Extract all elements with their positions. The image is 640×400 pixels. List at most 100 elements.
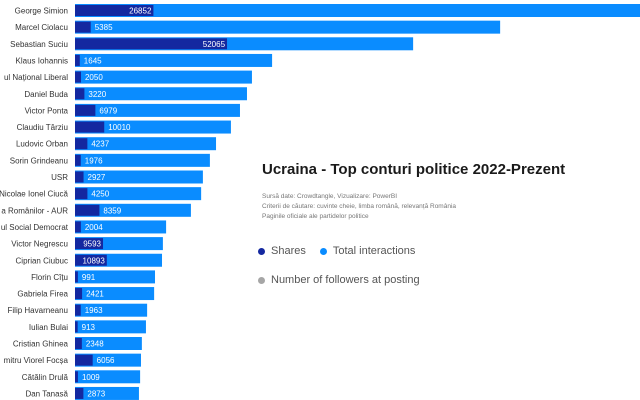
bar-total-interactions[interactable] [75,220,167,234]
bar-total-interactions[interactable] [75,53,273,67]
legend-followers[interactable]: Number of followers at posting [271,274,420,286]
bar-total-interactions[interactable] [75,386,139,400]
chart-title: Ucraina - Top conturi politice 2022-Prez… [262,161,566,178]
bar-total-interactions[interactable] [75,270,156,284]
category-label: Cristian Ghinea [13,340,69,349]
legend-row-2: Number of followers at posting [258,274,420,286]
shares-value-label: 1963 [85,306,103,315]
category-label: Klaus Iohannis [16,56,68,65]
category-label: USR [51,173,68,182]
shares-value-label: 991 [82,273,96,282]
shares-value-label: 4237 [91,140,109,149]
bar-shares[interactable] [75,121,105,133]
category-label: Dan Tanasă [25,389,68,398]
shares-value-label: 4250 [91,190,109,199]
bar-shares[interactable] [75,154,81,166]
category-label: Ciprian Ciubuc [16,256,68,265]
shares-value-label: 913 [82,323,96,332]
bar-shares[interactable] [75,304,81,316]
category-label: a Românilor - AUR [1,206,68,215]
bar-shares[interactable] [75,171,84,183]
shares-value-label: 2873 [87,389,105,398]
category-label: Claudiu Târziu [17,123,68,132]
shares-value-label: 10893 [83,256,106,265]
bar-total-interactions[interactable] [75,20,501,34]
legend-shares[interactable]: Shares [271,245,306,257]
category-label: Ludovic Orban [16,140,68,149]
category-label: ul Național Liberal [4,73,68,82]
bar-total-interactions[interactable] [75,103,240,117]
bar-shares[interactable] [75,221,81,233]
category-label: Nicolae Ionel Ciucă [0,190,69,199]
bar-total-interactions[interactable] [75,187,202,201]
bar-shares[interactable] [75,288,83,300]
bar-shares[interactable] [75,338,82,349]
category-label: ul Social Democrat [1,223,69,232]
subtitle-source: Sursă date: Crowdtangle, Vizualizare: Po… [262,193,398,200]
category-label: Victor Negrescu [11,240,68,249]
bar-total-interactions[interactable] [75,4,640,17]
bar-total-interactions[interactable] [75,337,142,350]
bar-shares[interactable] [75,204,100,216]
category-label: Filip Havarneanu [8,306,68,315]
bar-total-interactions[interactable] [75,153,210,167]
bar-shares[interactable] [75,5,154,16]
bar-total-interactions[interactable] [75,203,191,217]
shares-value-label: 3220 [88,90,106,99]
bar-shares[interactable] [75,238,104,250]
shares-value-label: 52065 [203,40,226,49]
bar-shares[interactable] [75,371,78,383]
shares-value-label: 1976 [85,156,103,165]
bar-shares[interactable] [75,387,84,399]
shares-value-label: 2348 [86,340,104,349]
category-label: mitru Viorel Focșa [4,356,69,365]
subtitle-pages: Paginile oficiale ale partidelor politic… [262,213,369,220]
chart-subtitle: Sursă date: Crowdtangle, Vizualizare: Po… [262,192,622,222]
shares-value-label: 2004 [85,223,103,232]
bar-shares[interactable] [75,104,96,116]
bar-shares[interactable] [75,254,107,266]
bar-shares[interactable] [75,138,88,150]
bar-shares[interactable] [75,21,91,33]
category-label: George Simion [15,7,68,16]
bar-shares[interactable] [75,188,88,200]
bar-total-interactions[interactable] [75,320,146,334]
bar-total-interactions[interactable] [75,370,141,384]
bar-shares[interactable] [75,54,80,66]
category-label: Victor Ponta [25,106,69,115]
category-label: Marcel Ciolacu [15,23,68,32]
shares-value-label: 26852 [129,7,152,16]
shares-value-label: 6979 [99,106,117,115]
category-label: Daniel Buda [24,90,68,99]
category-label: Sorin Grindeanu [10,156,68,165]
legend-total-interactions[interactable]: Total interactions [332,245,416,257]
bar-total-interactions[interactable] [75,120,231,134]
bar-shares[interactable] [75,88,85,100]
bar-total-interactions[interactable] [75,137,217,151]
shares-value-label: 2050 [85,73,103,82]
category-label: Gabriela Firea [17,290,68,299]
category-label: Florin Cîțu [31,273,68,282]
bar-total-interactions[interactable] [75,287,155,301]
bar-shares[interactable] [75,321,78,333]
bar-total-interactions[interactable] [75,87,247,101]
legend-total-dot [319,247,327,255]
bar-total-interactions[interactable] [75,303,148,317]
legend-row-1: Shares Total interactions [258,245,415,257]
shares-value-label: 10010 [108,123,131,132]
shares-value-label: 2927 [88,173,106,182]
category-label: Cătălin Drulă [22,373,69,382]
category-label: Iulian Bulai [29,323,68,332]
bar-total-interactions[interactable] [75,170,203,184]
shares-value-label: 2421 [86,290,104,299]
shares-value-label: 1009 [82,373,100,382]
bar-shares[interactable] [75,354,93,366]
bar-shares[interactable] [75,38,228,50]
shares-value-label: 8359 [103,206,121,215]
bar-total-interactions[interactable] [75,70,252,84]
bar-shares[interactable] [75,71,81,83]
bar-shares[interactable] [75,271,78,283]
shares-value-label: 5385 [95,23,113,32]
legend-shares-dot [258,247,265,255]
